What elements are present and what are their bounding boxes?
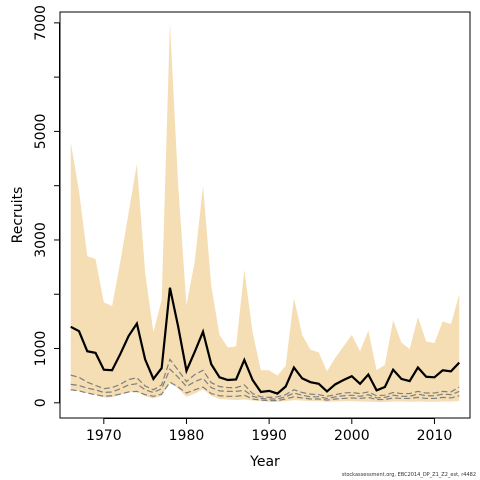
y-tick-label: 1000 [33,331,49,367]
lowest-dashed-line [70,381,460,402]
x-tick-label: 1970 [86,428,122,444]
x-axis-title: Year [249,454,280,470]
y-axis-title: Recruits [10,187,26,244]
median-line [70,287,461,395]
y-tick-label: 5000 [33,114,49,150]
x-tick-label: 2000 [334,428,370,444]
y-axis: 0 1000 3000 5000 7000 [33,5,60,407]
x-tick-label: 1990 [251,428,287,444]
series-lines-layer [70,287,461,402]
x-tick-label: 1980 [169,428,205,444]
credit-text: stockassessment.org, EBC2014_DP_Z1_Z2_es… [341,472,476,478]
confidence-band [70,22,460,402]
lower-dashed-line [70,368,460,400]
x-tick-label: 2010 [417,428,453,444]
confidence-band-layer [70,22,460,402]
y-tick-label: 0 [33,398,49,407]
y-tick-label: 3000 [33,222,49,258]
x-axis: 1970 1980 1990 2000 2010 [86,418,452,444]
y-tick-label: 7000 [33,5,49,41]
